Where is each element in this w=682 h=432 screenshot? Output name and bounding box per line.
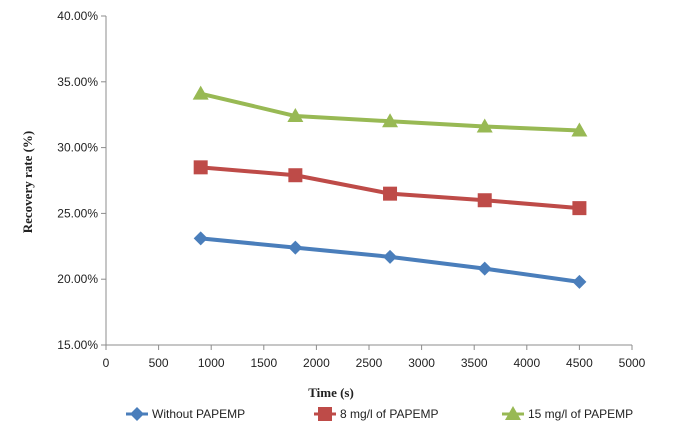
data-point [383,186,398,201]
x-tick-label: 4500 [566,356,593,370]
x-tick-labels: 0 500 1000 1500 2000 2500 3000 3500 4000 4500 5000 [103,356,646,370]
data-point [477,193,492,208]
legend-marker [505,406,521,420]
series-2 [193,160,587,216]
legend: Without PAPEMP 8 mg/l of PAPEMP 15 mg/l of… [126,406,633,421]
x-tick-label: 3500 [461,356,488,370]
legend-item-1: Without PAPEMP [126,407,245,421]
x-tick-label: 3000 [408,356,435,370]
data-point [476,118,493,133]
series-3 [192,85,588,137]
data-point [383,249,398,264]
x-tick-label: 1500 [250,356,277,370]
data-point [192,85,209,100]
legend-label: Without PAPEMP [152,407,245,421]
legend-marker [318,407,332,421]
y-axis-title: Recovery rate (%) [20,131,35,234]
data-point [572,201,587,216]
legend-item-3: 15 mg/l of PAPEMP [502,406,633,421]
x-tick-label: 500 [149,356,169,370]
data-point [288,240,303,255]
y-tick-label: 30.00% [57,141,98,155]
data-point [571,122,588,137]
data-point [193,160,208,175]
data-point [382,113,399,128]
y-tick-label: 40.00% [57,9,98,23]
legend-marker [130,407,144,421]
x-tick-label: 5000 [619,356,646,370]
y-tick-label: 15.00% [57,338,98,352]
y-tick-label: 35.00% [57,75,98,89]
x-tick-label: 0 [103,356,110,370]
legend-label: 15 mg/l of PAPEMP [528,407,633,421]
legend-label: 8 mg/l of PAPEMP [340,407,438,421]
y-tick-label: 20.00% [57,272,98,286]
x-axis-title: Time (s) [308,385,354,400]
x-tick-label: 2500 [356,356,383,370]
y-tick-labels: 15.00% 20.00% 25.00% 30.00% 35.00% 40.00% [57,9,98,352]
data-point [477,261,492,276]
legend-item-2: 8 mg/l of PAPEMP [314,407,438,421]
x-tick-label: 2000 [303,356,330,370]
axes [101,15,633,350]
data-point [572,274,587,289]
x-tick-label: 1000 [198,356,225,370]
y-tick-label: 25.00% [57,206,98,220]
series-1 [193,231,587,289]
series-group [192,85,588,289]
data-point [287,108,304,123]
data-point [288,168,303,183]
x-tick-label: 4000 [513,356,540,370]
data-point [193,231,208,246]
